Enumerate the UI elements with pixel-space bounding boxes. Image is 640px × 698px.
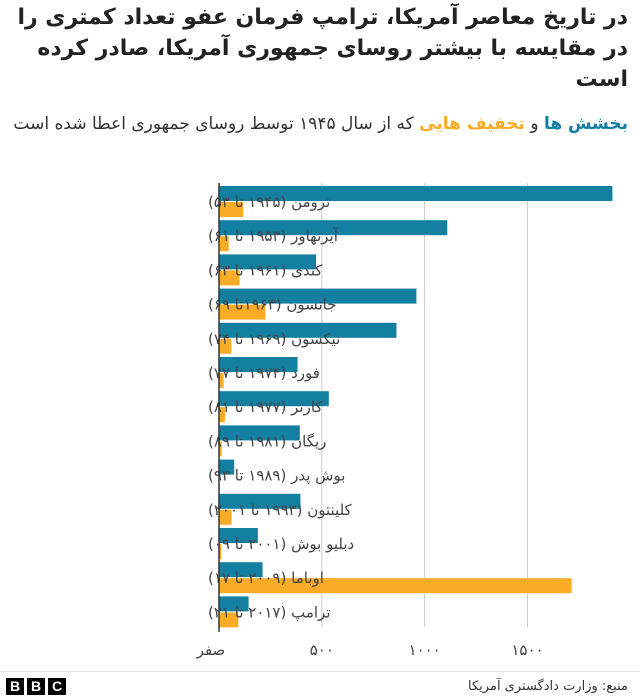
bar-commutations bbox=[219, 509, 232, 525]
bar-pardons bbox=[219, 357, 298, 372]
bar-chart: ترومن (۱۹۴۵ تا ۵۳) آیزنهاور (۱۹۵۳ تا ۶۱) ک… bbox=[196, 183, 613, 659]
bar-pardons bbox=[219, 391, 329, 407]
logo-letter-b2: B bbox=[27, 678, 45, 695]
category-label: ریگان (۱۹۸۱ تا ۸۹) bbox=[208, 432, 326, 450]
bar-commutations bbox=[219, 544, 222, 559]
category-label: ترامپ (۲۰۱۷ تا ۲۱) bbox=[208, 603, 331, 622]
footer-divider bbox=[0, 671, 640, 672]
bar-commutations bbox=[219, 236, 229, 252]
category-label: کندی (۱۹۶۱ تا ۶۳) bbox=[208, 261, 323, 279]
subtitle-connector: و bbox=[530, 114, 539, 134]
bar-commutations bbox=[219, 441, 222, 457]
x-tick-label: ۵۰۰ bbox=[310, 641, 334, 659]
logo-letter-c: C bbox=[48, 678, 66, 695]
bar-pardons bbox=[219, 322, 397, 338]
x-tick-label: ۱۵۰۰ bbox=[511, 641, 543, 659]
bar-commutations bbox=[219, 407, 225, 423]
source-note: منبع: وزارت دادگستری آمریکا bbox=[468, 679, 628, 694]
chart-title: در تاریخ معاصر آمریکا، ترامپ فرمان عفو ت… bbox=[17, 5, 628, 92]
bar-commutations bbox=[219, 612, 239, 628]
bar-commutations bbox=[219, 202, 244, 217]
bar-pardons bbox=[219, 254, 317, 270]
bar-commutations bbox=[219, 578, 572, 594]
bar-commutations bbox=[219, 304, 266, 320]
bar-pardons bbox=[219, 425, 300, 441]
x-tick-label: ۱۰۰۰ bbox=[409, 641, 441, 659]
bar-pardons bbox=[219, 186, 613, 201]
bar-pardons bbox=[219, 459, 235, 475]
bar-commutations bbox=[219, 270, 240, 286]
bar-pardons bbox=[219, 596, 249, 612]
category-label: اوباما (۲۰۰۹ تا ۱۷) bbox=[208, 569, 324, 587]
category-label: جانسون (۱۹۶۳تا ۶۹) bbox=[208, 296, 337, 314]
category-label: ترومن (۱۹۴۵ تا ۵۳) bbox=[208, 193, 330, 211]
chart-subtitle: بخشش ها و تخفیف هایی که از سال ۱۹۴۵ توسط… bbox=[12, 110, 628, 138]
bar-pardons bbox=[219, 220, 448, 236]
category-label: کارتر (۱۹۷۷ تا ۸۱) bbox=[208, 398, 323, 416]
bar-pardons bbox=[219, 562, 263, 578]
category-label: نیکسون (۱۹۶۹ تا ۷۴) bbox=[208, 330, 340, 348]
bar-pardons bbox=[219, 528, 258, 543]
subtitle-rest: که از سال ۱۹۴۵ توسط روسای جمهوری اعطا شد… bbox=[13, 114, 414, 134]
bar-commutations bbox=[219, 338, 232, 354]
bar-pardons bbox=[219, 493, 301, 509]
category-label: بوش پدر (۱۹۸۹ تا ۹۳) bbox=[208, 467, 345, 486]
category-label: دبلیو بوش (۲۰۰۱ تا ۰۹) bbox=[208, 535, 354, 553]
category-label: آیزنهاور (۱۹۵۳ تا ۶۱) bbox=[208, 227, 339, 245]
category-label: فورد (۱۹۷۴ تا ۷۷) bbox=[208, 364, 320, 382]
bar-commutations bbox=[219, 373, 224, 388]
x-tick-label: صفر bbox=[196, 641, 226, 659]
category-label: کلینتون (۱۹۹۳ تا ۲۰۰۱) bbox=[208, 501, 353, 519]
bar-pardons bbox=[219, 288, 417, 304]
legend-pardons: بخشش ها bbox=[543, 114, 628, 134]
logo-letter-b1: B bbox=[6, 678, 24, 695]
bbc-logo: B B C bbox=[6, 678, 66, 695]
legend-commutations: تخفیف هایی bbox=[419, 114, 525, 134]
